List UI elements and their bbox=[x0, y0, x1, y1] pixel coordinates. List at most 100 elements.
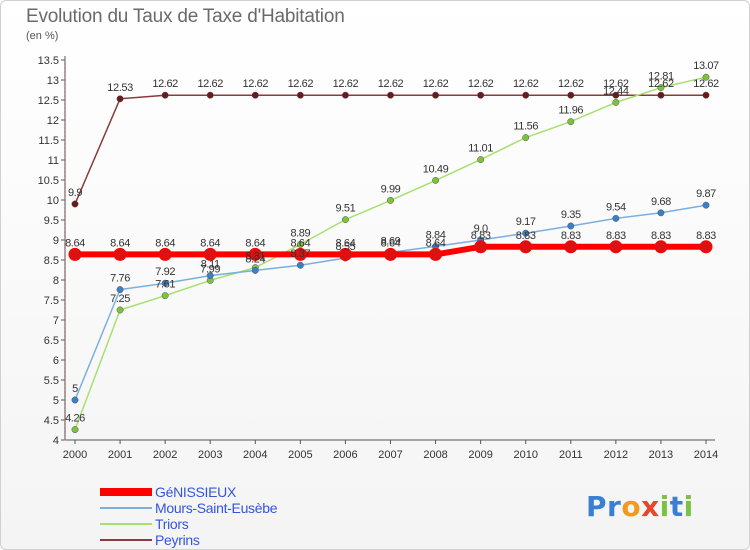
data-point bbox=[158, 247, 172, 261]
data-point bbox=[296, 240, 304, 248]
data-label: 8.64 bbox=[155, 237, 175, 249]
data-point bbox=[116, 286, 124, 294]
data-point bbox=[612, 91, 620, 99]
data-point bbox=[251, 266, 259, 274]
data-label: 8.83 bbox=[651, 230, 671, 242]
legend-swatch-mours bbox=[100, 507, 152, 509]
data-point bbox=[203, 247, 217, 261]
data-point bbox=[702, 201, 710, 209]
data-label: 8.69 bbox=[381, 235, 401, 247]
legend-label-peyrins: Peyrins bbox=[155, 532, 200, 548]
data-point bbox=[206, 91, 214, 99]
x-tick-label: 2012 bbox=[604, 449, 628, 461]
data-point bbox=[522, 91, 530, 99]
data-label: 8.64 bbox=[426, 237, 446, 249]
data-point bbox=[68, 247, 82, 261]
data-point bbox=[206, 272, 214, 280]
data-label: 8.24 bbox=[245, 253, 265, 265]
data-label: 12.62 bbox=[423, 78, 449, 90]
proxiti-logo: Proxiti bbox=[586, 490, 694, 523]
x-tick-label: 2007 bbox=[378, 449, 402, 461]
data-label: 8.64 bbox=[290, 237, 310, 249]
y-tick-label: 5.5 bbox=[44, 375, 59, 387]
y-tick-label: 4.5 bbox=[44, 415, 59, 427]
data-label: 7.25 bbox=[110, 293, 130, 305]
x-tick-label: 2000 bbox=[63, 449, 87, 461]
x-tick-label: 2002 bbox=[153, 449, 177, 461]
data-label: 12.62 bbox=[648, 78, 674, 90]
x-tick-label: 2004 bbox=[243, 449, 267, 461]
data-point bbox=[384, 247, 397, 261]
data-point bbox=[116, 95, 124, 103]
data-point bbox=[429, 247, 443, 261]
y-tick-label: 4 bbox=[53, 435, 59, 447]
legend-label-genissieux: GéNISSIEUX bbox=[155, 484, 237, 500]
data-point bbox=[519, 240, 533, 254]
data-label: 4.26 bbox=[65, 413, 85, 425]
data-point bbox=[341, 216, 349, 224]
data-label: 8.83 bbox=[696, 230, 716, 242]
data-label: 10.49 bbox=[423, 163, 449, 175]
data-label: 8.64 bbox=[245, 237, 265, 249]
y-tick-label: 12.5 bbox=[38, 95, 59, 107]
y-tick-label: 6 bbox=[53, 355, 59, 367]
data-point bbox=[612, 214, 620, 222]
data-point bbox=[567, 222, 575, 230]
data-point bbox=[161, 292, 169, 300]
data-label: 8.83 bbox=[471, 230, 491, 242]
data-label: 12.62 bbox=[243, 78, 269, 90]
legend-label-triors: Triors bbox=[155, 516, 189, 532]
data-label: 5 bbox=[72, 383, 78, 395]
logo-letter: i bbox=[683, 490, 694, 523]
logo-letter: x bbox=[641, 490, 660, 523]
y-tick-label: 6.5 bbox=[44, 335, 59, 347]
data-point bbox=[296, 91, 304, 99]
data-point bbox=[657, 91, 665, 99]
logo-letter: P bbox=[586, 490, 608, 523]
y-tick-label: 5 bbox=[53, 395, 59, 407]
data-label: 12.62 bbox=[378, 78, 404, 90]
data-point bbox=[116, 306, 124, 314]
data-point bbox=[387, 91, 394, 99]
data-point bbox=[522, 229, 530, 237]
chart-title: Evolution du Taux de Taxe d'Habitation bbox=[26, 6, 345, 27]
data-point bbox=[248, 247, 262, 261]
data-point bbox=[567, 91, 575, 99]
data-point bbox=[702, 73, 710, 81]
data-label: 9.35 bbox=[561, 209, 581, 221]
data-point bbox=[654, 240, 668, 254]
x-tick-label: 2013 bbox=[649, 449, 673, 461]
data-label: 12.62 bbox=[152, 78, 178, 90]
legend-swatch-peyrins bbox=[100, 539, 152, 541]
logo-letter: o bbox=[621, 490, 642, 523]
y-tick-label: 10.5 bbox=[38, 175, 59, 187]
data-label: 7.99 bbox=[200, 263, 220, 275]
data-label: 9.51 bbox=[336, 203, 356, 215]
data-point bbox=[387, 196, 394, 204]
data-label: 8.64 bbox=[336, 237, 356, 249]
data-point bbox=[251, 91, 259, 99]
data-label: 12.62 bbox=[513, 78, 539, 90]
data-label: 7.61 bbox=[155, 279, 175, 291]
data-point bbox=[657, 84, 665, 92]
y-tick-label: 8 bbox=[53, 275, 59, 287]
x-tick-label: 2008 bbox=[423, 449, 447, 461]
data-point bbox=[702, 91, 710, 99]
data-point bbox=[564, 240, 578, 254]
data-label: 8.89 bbox=[290, 227, 310, 239]
data-label: 8.64 bbox=[381, 237, 401, 249]
x-tick-label: 2003 bbox=[198, 449, 222, 461]
data-label: 8.83 bbox=[606, 230, 626, 242]
data-point bbox=[567, 118, 575, 126]
data-label: 12.62 bbox=[558, 78, 584, 90]
data-point bbox=[477, 156, 485, 164]
x-tick-label: 2005 bbox=[288, 449, 312, 461]
data-label: 9.87 bbox=[696, 188, 716, 200]
data-label: 7.92 bbox=[155, 266, 175, 278]
data-point bbox=[657, 209, 665, 217]
data-label: 12.81 bbox=[648, 71, 674, 83]
data-label: 8.83 bbox=[561, 230, 581, 242]
data-point bbox=[293, 247, 307, 261]
